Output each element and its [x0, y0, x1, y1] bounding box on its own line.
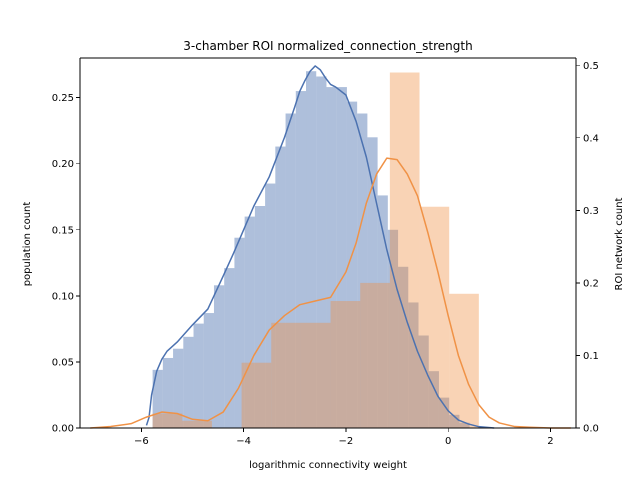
histogram-bar-series-1-bin-3: [173, 348, 184, 428]
histogram-bar-series-2-bin-2: [182, 420, 212, 428]
histogram-bar-series-1-bin-19: [336, 87, 347, 428]
y-tick-label-left: 0.00: [52, 424, 74, 435]
histogram-bar-series-2-bin-8: [360, 282, 390, 428]
histogram-bar-series-1-bin-16: [306, 71, 317, 429]
histogram-bar-series-1-bin-4: [183, 336, 194, 428]
y-tick-label-left: 0.20: [52, 159, 74, 170]
histogram-bar-series-2-bin-10: [419, 206, 450, 428]
histogram-bar-series-1-bin-10: [244, 216, 255, 428]
histogram-bar-series-1-bin-15: [295, 91, 307, 428]
y-tick-label-left: 0.10: [52, 291, 74, 302]
y-tick-label-left: 0.25: [52, 93, 74, 104]
histogram-bar-series-1-bin-20: [346, 101, 358, 429]
histogram-bar-series-1-bin-8: [224, 268, 235, 428]
histogram-bar-series-1-bin-27: [418, 335, 429, 428]
y-tick-label-right: 0.0: [583, 424, 599, 435]
histogram-bar-series-1-bin-6: [203, 313, 214, 428]
y-axis-label-right: ROI network count: [614, 197, 625, 290]
histogram-bar-series-2-bin-7: [330, 301, 361, 428]
kde-line-series-1: [145, 65, 495, 429]
histogram-bar-series-2-bin-11: [449, 293, 479, 428]
histogram-bar-series-1-bin-21: [357, 113, 368, 428]
histogram-bar-series-1-bin-31: [459, 422, 470, 428]
histogram-bar-series-1-bin-29: [438, 397, 450, 428]
y-tick-label-left: 0.05: [52, 357, 74, 368]
histogram-bar-series-1-bin-22: [367, 137, 378, 429]
y-axis-label-left: population count: [22, 202, 33, 287]
histogram-bar-series-1-bin-30: [449, 414, 460, 428]
histogram-bar-series-1-bin-5: [193, 323, 204, 428]
y-tick-label-right: 0.4: [583, 133, 599, 144]
histogram-bar-series-1-bin-26: [408, 302, 419, 428]
y-tick-label-right: 0.5: [583, 61, 599, 72]
histogram-bar-series-1-bin-18: [326, 87, 337, 428]
chart-title: 3-chamber ROI normalized_connection_stre…: [183, 39, 472, 53]
histogram-bar-series-1-bin-9: [234, 237, 245, 428]
histogram-bar-series-1-bin-25: [398, 266, 409, 428]
x-tick-label: −4: [236, 436, 251, 447]
x-tick-label: −6: [134, 436, 149, 447]
y-tick-label-right: 0.2: [583, 278, 599, 289]
x-tick-label: 2: [547, 436, 553, 447]
histogram-bar-series-2-bin-4: [241, 362, 272, 428]
histogram-bar-series-1-bin-24: [387, 229, 399, 428]
histogram-bar-series-1-bin-28: [428, 371, 439, 428]
y-tick-label-right: 0.3: [583, 206, 599, 217]
histogram-bar-series-1-bin-12: [265, 183, 276, 428]
x-tick-label: 0: [445, 436, 451, 447]
histogram-bar-series-1-bin-11: [254, 206, 266, 428]
histogram-bar-series-1-bin-23: [377, 195, 388, 428]
histogram-bar-series-1-bin-14: [285, 113, 296, 428]
y-tick-label-right: 0.1: [583, 351, 599, 362]
histogram-bar-series-2-bin-6: [300, 322, 331, 428]
histogram-bar-series-2-bin-1: [152, 413, 183, 428]
histogram-bar-series-1-bin-17: [316, 76, 327, 428]
y-tick-label-left: 0.15: [52, 225, 74, 236]
histogram-bar-series-1-bin-2: [162, 357, 174, 428]
histogram-bar-series-1-bin-13: [275, 146, 286, 429]
plot-area: −6 −4 −2 0 2 0.00 0.05 0.10 0.15 0.20 0.25 0.0 0.1 0.…: [52, 57, 599, 447]
kde-line-series-2: [90, 157, 571, 429]
histogram-bar-series-1-bin-7: [213, 285, 225, 428]
histogram-bar-series-2-bin-5: [271, 322, 301, 428]
x-axis-label: logarithmic connectivity weight: [249, 460, 407, 471]
x-tick-label: −2: [339, 436, 354, 447]
histogram-bar-series-2-bin-9: [389, 72, 420, 428]
histogram-bar-series-1-bin-1: [152, 369, 163, 428]
